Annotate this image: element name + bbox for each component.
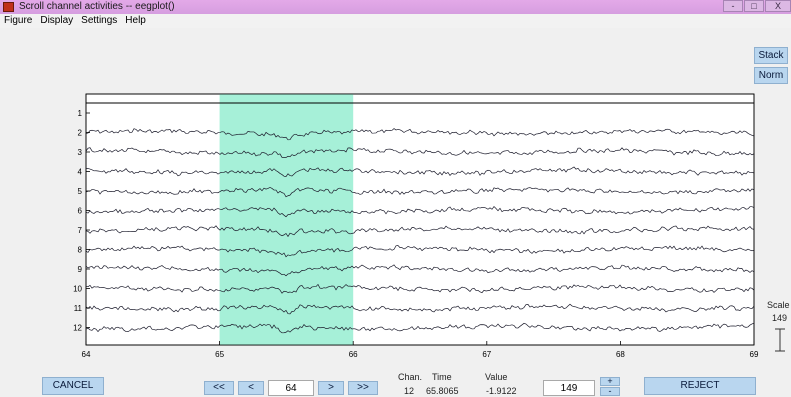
matlab-icon xyxy=(3,2,14,12)
channel-label-7: 7 xyxy=(78,226,83,235)
menu-figure[interactable]: Figure xyxy=(4,15,33,26)
channel-label-9: 9 xyxy=(78,265,83,274)
fast-forward-button[interactable]: >> xyxy=(348,381,378,395)
channel-label-5: 5 xyxy=(78,187,83,196)
time-label: Time xyxy=(432,372,452,382)
time-value: 65.8065 xyxy=(426,386,459,396)
menu-bar: Figure Display Settings Help xyxy=(0,14,791,28)
chan-value: 12 xyxy=(404,386,415,396)
value-label: Value xyxy=(485,372,508,382)
plot-border xyxy=(85,93,755,346)
back-button[interactable]: < xyxy=(238,381,264,395)
norm-button[interactable]: Norm xyxy=(754,67,788,84)
selected-region[interactable] xyxy=(219,94,354,345)
minimize-icon[interactable]: - xyxy=(723,0,743,12)
cancel-button[interactable]: CANCEL xyxy=(42,377,104,395)
chan-label: Chan. xyxy=(398,372,423,382)
spacing-plus-button[interactable]: + xyxy=(600,377,620,386)
channel-trace-7 xyxy=(85,225,755,238)
channel-label-10: 10 xyxy=(73,285,82,294)
reject-button[interactable]: REJECT xyxy=(644,377,756,395)
menu-display[interactable]: Display xyxy=(40,15,74,26)
x-tick-label-69: 69 xyxy=(750,350,759,359)
maximize-icon[interactable]: □ xyxy=(744,0,764,12)
channel-label-3: 3 xyxy=(78,148,83,157)
spacing-input[interactable] xyxy=(543,380,595,396)
position-input[interactable] xyxy=(268,380,314,396)
stack-button[interactable]: Stack xyxy=(754,47,788,64)
channel-label-11: 11 xyxy=(74,304,83,313)
channel-label-1: 1 xyxy=(78,109,83,118)
channel-trace-5 xyxy=(85,186,755,198)
x-tick-label-64: 64 xyxy=(82,350,91,359)
channel-trace-10 xyxy=(85,283,755,294)
channel-trace-8 xyxy=(85,245,755,258)
channel-label-4: 4 xyxy=(78,168,83,177)
spacing-minus-button[interactable]: - xyxy=(600,387,620,396)
value-value: -1.9122 xyxy=(486,386,517,396)
channel-trace-2 xyxy=(85,128,755,141)
channel-trace-9 xyxy=(85,264,755,277)
plot-background xyxy=(85,93,755,346)
scale-value: 149 xyxy=(772,313,788,323)
channel-trace-4 xyxy=(85,166,755,178)
channel-label-8: 8 xyxy=(78,246,83,255)
channel-label-6: 6 xyxy=(78,207,83,216)
x-tick-label-68: 68 xyxy=(616,350,625,359)
channel-trace-12 xyxy=(85,322,755,334)
menu-help[interactable]: Help xyxy=(125,15,146,26)
channel-trace-3 xyxy=(85,147,755,158)
channel-label-2: 2 xyxy=(78,129,83,138)
x-tick-label-66: 66 xyxy=(349,350,358,359)
x-tick-label-65: 65 xyxy=(215,350,224,359)
channel-label-12: 12 xyxy=(73,324,82,333)
x-tick-label-67: 67 xyxy=(482,350,491,359)
menu-settings[interactable]: Settings xyxy=(81,15,118,26)
scale-bar-icon xyxy=(775,328,785,352)
scale-label: Scale xyxy=(767,300,790,310)
window-title: Scroll channel activities -- eegplot() xyxy=(19,1,175,12)
fast-back-button[interactable]: << xyxy=(204,381,234,395)
channel-trace-11 xyxy=(85,303,755,315)
forward-button[interactable]: > xyxy=(318,381,344,395)
channel-trace-6 xyxy=(85,205,755,218)
